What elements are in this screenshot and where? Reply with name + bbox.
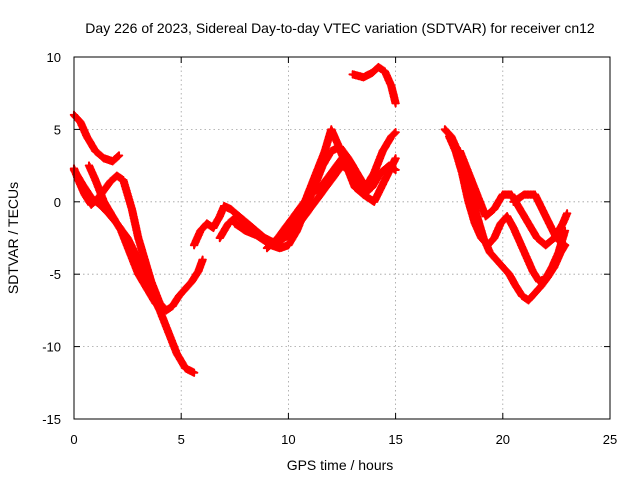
x-tick-label: 20 xyxy=(496,432,510,447)
series-trace-4 xyxy=(84,161,169,315)
axis-ticks xyxy=(73,56,611,420)
x-axis-label: GPS time / hours xyxy=(287,457,394,473)
y-tick-label: 0 xyxy=(54,195,61,210)
y-tick-label: 5 xyxy=(54,122,61,137)
x-tick-label: 10 xyxy=(281,432,295,447)
y-tick-label: -15 xyxy=(42,412,61,427)
series-trace-7 xyxy=(230,154,400,247)
grid-lines xyxy=(74,57,610,419)
series-trace-3 xyxy=(69,164,207,315)
series-trace-1 xyxy=(69,110,124,166)
x-tick-label: 5 xyxy=(178,432,185,447)
data-series-group xyxy=(69,62,572,377)
y-axis-label: SDTVAR / TECUs xyxy=(5,182,21,294)
y-tick-label: 10 xyxy=(47,50,61,65)
chart-title: Day 226 of 2023, Sidereal Day-to-day VTE… xyxy=(85,20,595,36)
plot-frame xyxy=(73,56,611,420)
x-tick-label: 25 xyxy=(603,432,617,447)
x-tick-labels: 0 5 10 15 20 25 xyxy=(70,432,617,447)
series-trace-9 xyxy=(348,62,400,108)
y-tick-label: -10 xyxy=(42,340,61,355)
series-trace-11 xyxy=(444,132,570,286)
series-trace-8 xyxy=(262,154,357,253)
series-trace-13 xyxy=(509,190,570,250)
y-tick-label: -5 xyxy=(49,267,61,282)
x-tick-label: 15 xyxy=(388,432,402,447)
x-tick-label: 0 xyxy=(70,432,77,447)
y-tick-labels: 10 5 0 -5 -10 -15 xyxy=(42,50,61,427)
